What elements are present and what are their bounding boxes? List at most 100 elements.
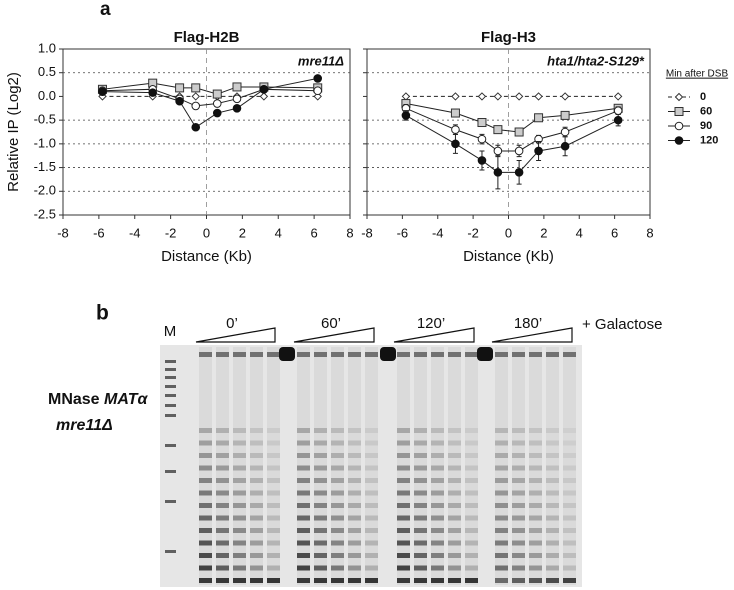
band <box>529 528 542 533</box>
band <box>250 553 263 558</box>
ladder-band <box>165 550 176 553</box>
band <box>563 465 576 471</box>
band <box>250 478 263 483</box>
band <box>297 503 310 508</box>
well-band <box>414 352 427 357</box>
band <box>546 540 559 546</box>
band <box>512 565 525 571</box>
band <box>216 578 229 583</box>
marker <box>493 168 503 177</box>
marker <box>191 83 201 93</box>
band <box>431 578 444 583</box>
band <box>297 528 310 533</box>
legend-label: 0 <box>700 91 706 103</box>
well-band <box>331 352 344 357</box>
band <box>495 515 508 521</box>
lane <box>414 347 427 585</box>
lane <box>314 347 327 585</box>
legend-marker <box>674 136 684 145</box>
band <box>314 553 327 558</box>
legend-marker <box>674 121 684 131</box>
marker-label: M <box>164 323 177 340</box>
x-tick-label: 0 <box>505 225 512 240</box>
band <box>297 428 310 433</box>
band <box>431 465 444 471</box>
well-band <box>448 352 461 357</box>
band <box>431 515 444 521</box>
time-label: 0’ <box>226 315 238 332</box>
time-label: 60’ <box>321 315 341 332</box>
lane <box>512 347 525 585</box>
marker <box>313 92 322 101</box>
band <box>397 503 410 508</box>
band <box>267 440 280 446</box>
marker <box>212 108 222 118</box>
band <box>546 428 559 433</box>
band <box>563 553 576 558</box>
band <box>512 515 525 521</box>
marker <box>493 146 503 156</box>
band <box>546 465 559 471</box>
band <box>431 478 444 483</box>
band <box>216 565 229 571</box>
marker <box>514 146 524 156</box>
lane <box>267 347 280 585</box>
band <box>250 578 263 583</box>
x-tick-label: 4 <box>275 225 282 240</box>
lane <box>365 347 378 585</box>
ladder-band <box>165 394 176 397</box>
lane <box>348 347 361 585</box>
band <box>465 528 478 533</box>
x-tick-label: 2 <box>540 225 547 240</box>
band <box>529 440 542 446</box>
band <box>297 478 310 483</box>
band <box>495 540 508 546</box>
band <box>529 515 542 521</box>
marker <box>477 118 487 128</box>
band <box>465 578 478 583</box>
band <box>331 428 344 433</box>
band <box>465 515 478 521</box>
band <box>414 478 427 483</box>
band <box>414 465 427 471</box>
lane <box>250 347 263 585</box>
band <box>348 540 361 546</box>
band <box>512 503 525 508</box>
band <box>314 578 327 583</box>
band <box>297 465 310 471</box>
band <box>216 465 229 471</box>
well-blob <box>279 347 295 361</box>
x-tick-label: 6 <box>311 225 318 240</box>
band <box>348 490 361 496</box>
band <box>546 515 559 521</box>
band <box>199 515 212 521</box>
band <box>465 490 478 496</box>
band <box>529 540 542 546</box>
ladder-band <box>165 500 176 503</box>
band <box>233 478 246 483</box>
lane <box>216 347 229 585</box>
ladder-band <box>165 444 176 447</box>
band <box>365 440 378 446</box>
band <box>199 453 212 458</box>
band <box>397 440 410 446</box>
marker <box>148 88 157 97</box>
marker <box>477 156 487 165</box>
band <box>250 540 263 546</box>
band <box>465 465 478 471</box>
x-axis-label: Distance (Kb) <box>463 248 554 265</box>
band <box>348 453 361 458</box>
band <box>448 490 461 496</box>
band <box>267 528 280 533</box>
band <box>348 528 361 533</box>
band <box>465 540 478 546</box>
band <box>348 503 361 508</box>
time-label: 120’ <box>417 315 445 332</box>
band <box>563 565 576 571</box>
band <box>365 540 378 546</box>
well-band <box>465 352 478 357</box>
band <box>314 490 327 496</box>
band <box>414 490 427 496</box>
band <box>250 465 263 471</box>
